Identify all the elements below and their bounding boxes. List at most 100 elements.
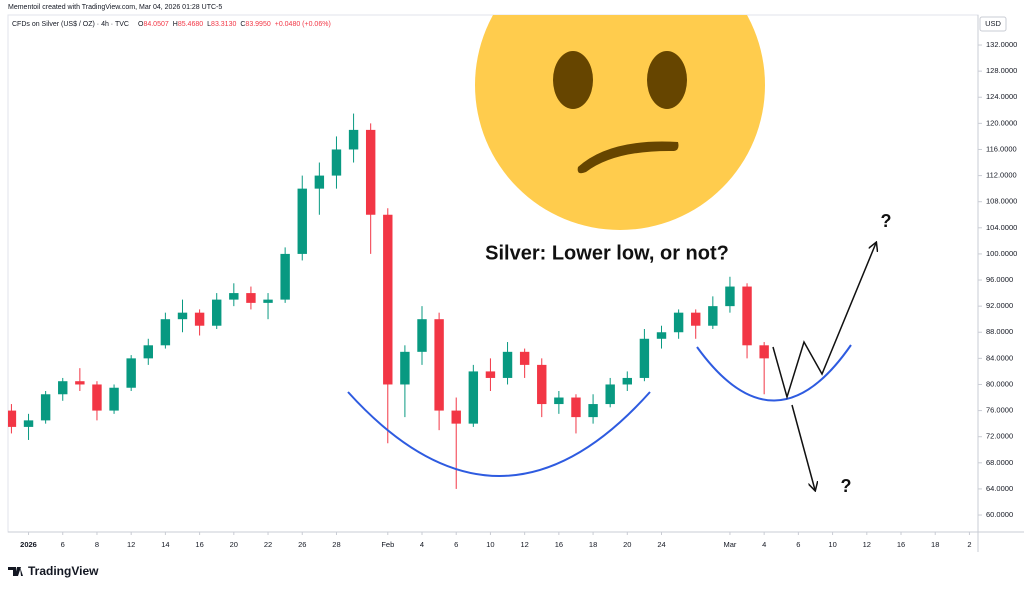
candle-body [742,286,752,346]
x-tick-label: Feb [381,540,394,549]
candle-body [725,286,735,307]
candle-body [383,214,393,385]
candle-body [673,312,684,333]
candle-body [177,312,188,320]
candle-body [468,371,479,424]
y-tick-label: 96.0000 [986,275,1013,284]
y-tick-label: 128.0000 [986,66,1017,75]
ohlc-change: +0.0480 (+0.06%) [275,21,331,28]
y-tick-label: 120.0000 [986,118,1017,127]
x-tick-label: 24 [657,540,665,549]
candle-body [58,381,68,395]
x-tick-label: 18 [931,540,939,549]
candle-body [417,319,427,352]
symbol: CFDs on Silver (US$ / OZ) · 4h · TVC [12,21,129,28]
candle-body [656,332,667,339]
candle-body [554,397,564,405]
candle-body [331,149,342,176]
x-tick-label: 4 [420,540,424,549]
x-tick-label: 6 [454,540,458,549]
ohlc-value: 84.0507 [143,21,168,28]
ohlc-key: C [240,21,245,28]
x-tick-label: 2 [967,540,971,549]
candle-body [246,293,256,303]
candle-body [571,397,581,418]
candle-body [759,345,769,359]
candle-body [109,387,119,411]
ohlc-value: 83.3130 [211,21,236,28]
y-tick-label: 60.0000 [986,510,1013,519]
candle-body [229,293,239,300]
x-tick-label: 6 [796,540,800,549]
x-tick-label: 8 [95,540,99,549]
ohlc: O84.0507 H85.4680 L83.3130 C83.9950 +0.0480 … [138,21,331,28]
candle-body [23,420,34,427]
currency-box [979,16,1007,32]
headline: Silver: Lower low, or not? [485,242,729,264]
candle-body [708,306,718,326]
candle-body [588,404,598,418]
x-tick-label: Mar [723,540,736,549]
x-tick-label: 18 [589,540,597,549]
x-tick-label: 2026 [20,540,37,549]
x-tick-label: 12 [863,540,871,549]
x-tick-label: 26 [298,540,306,549]
candle-body [92,384,102,411]
confused-emoji [475,15,765,230]
candle-body [75,381,85,385]
x-tick-label: 6 [61,540,65,549]
candle-body [194,312,205,326]
ohlc-key: O [138,21,144,28]
candle-body [297,188,307,254]
candle-body [622,377,632,385]
candle-body [605,384,615,405]
candle-body [280,253,290,300]
ohlc-key: H [173,21,178,28]
y-tick-label: 92.0000 [986,301,1013,310]
candle-body [263,299,273,303]
x-tick-label: 22 [264,540,272,549]
x-tick-label: 20 [230,540,238,549]
y-tick-label: 84.0000 [986,353,1013,362]
candle-body [160,319,171,346]
logo-text: TradingView [28,564,99,578]
y-tick-label: 124.0000 [986,92,1017,101]
question-mark: ? [841,476,852,496]
candle-body [451,410,461,424]
x-tick-label: 28 [332,540,340,549]
logo: TradingView [8,564,99,578]
candle-body [348,129,359,150]
x-tick-label: 16 [897,540,905,549]
candle-body [502,351,513,378]
question-mark: ? [881,211,892,231]
x-tick-label: 10 [486,540,494,549]
ohlc-value: 83.9950 [245,21,270,28]
candle-body [126,358,136,388]
y-tick-label: 88.0000 [986,327,1013,336]
y-tick-label: 108.0000 [986,197,1017,206]
x-tick-label: 14 [161,540,169,549]
candle-body [434,319,444,411]
x-tick-label: 12 [127,540,135,549]
candle-body [143,345,153,359]
ohlc-value: 85.4680 [178,21,203,28]
y-tick-label: 104.0000 [986,223,1017,232]
y-tick-label: 76.0000 [986,406,1013,415]
cup-curve [347,391,651,477]
x-tick-label: 16 [555,540,563,549]
y-tick-label: 100.0000 [986,249,1017,258]
candle-body [8,410,17,427]
candle-body [314,175,325,189]
candle-body [485,371,496,378]
candle-body [537,364,547,405]
y-tick-label: 80.0000 [986,379,1013,388]
y-tick-label: 64.0000 [986,484,1013,493]
currency: USD [985,19,1001,28]
x-tick-label: 12 [520,540,528,549]
x-tick-label: 20 [623,540,631,549]
candle-body [519,351,530,365]
y-tick-label: 72.0000 [986,432,1013,441]
candle-body [400,351,410,385]
candle-body [40,394,51,421]
